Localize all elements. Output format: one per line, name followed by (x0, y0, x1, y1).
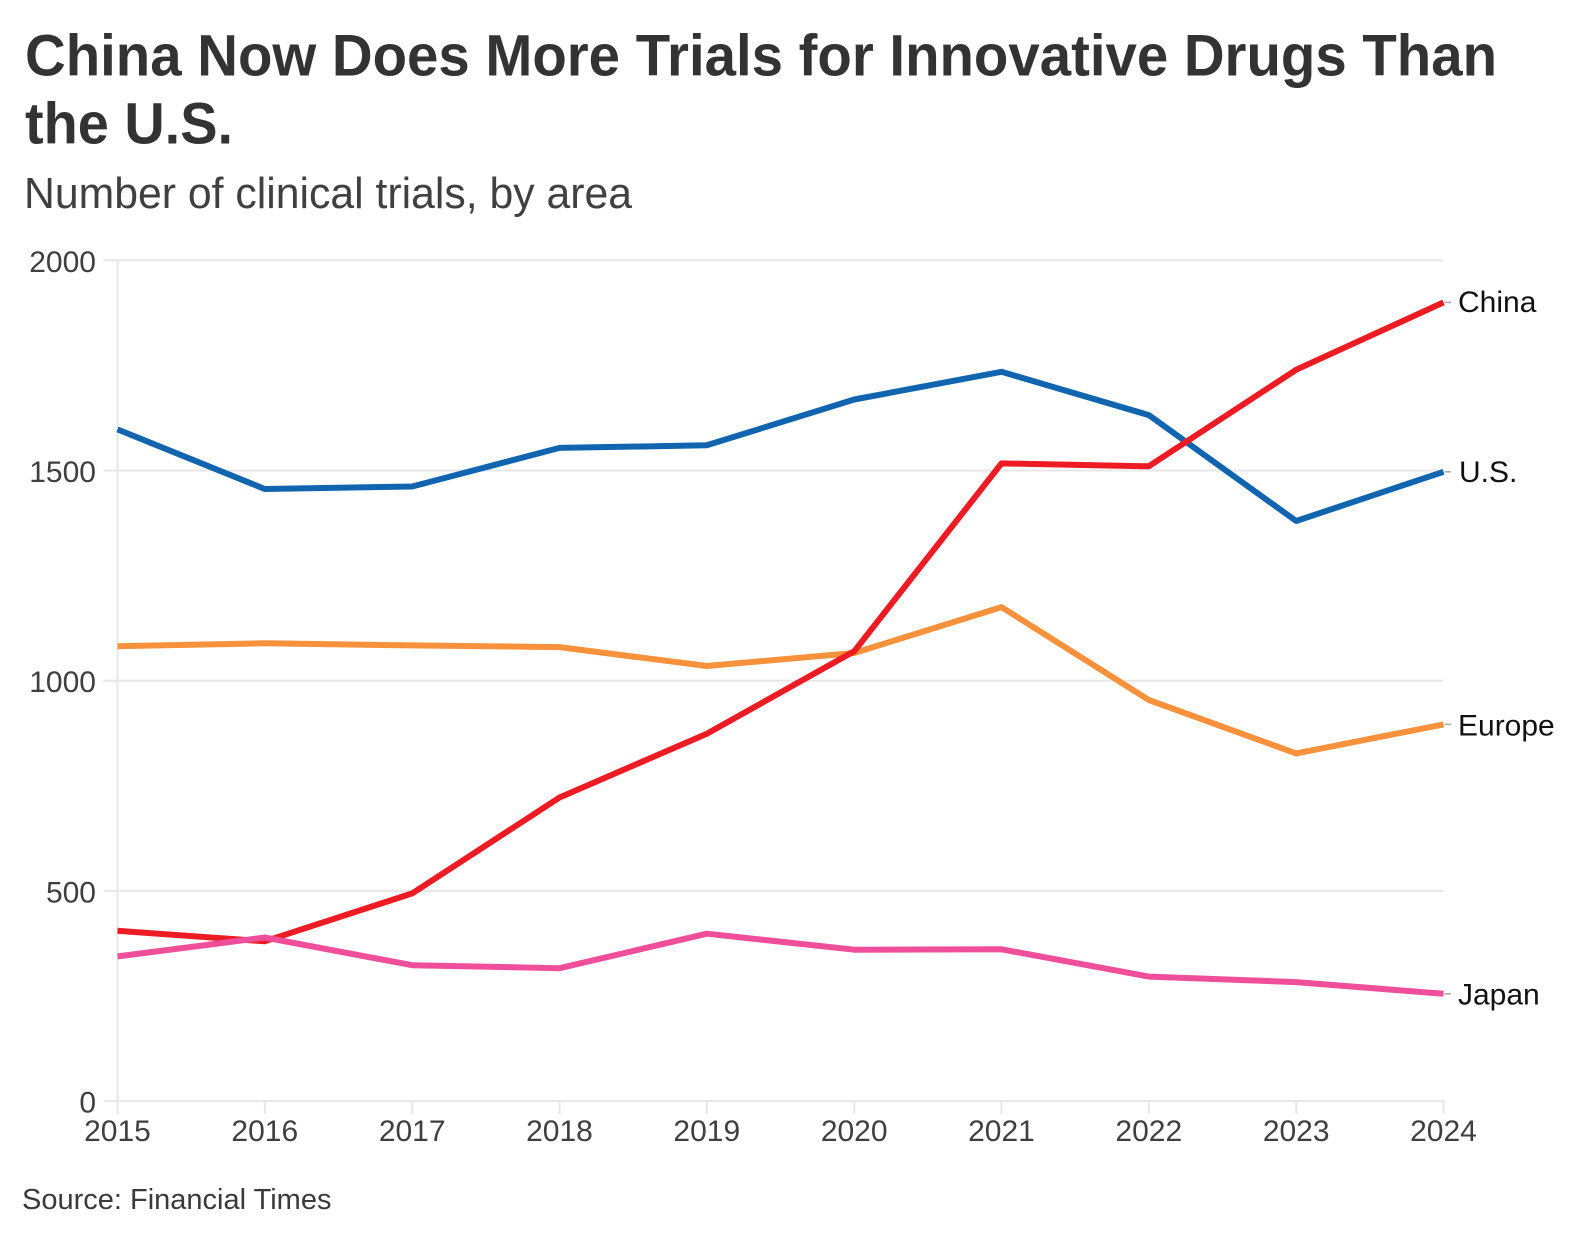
svg-text:2022: 2022 (1115, 1115, 1182, 1148)
svg-text:2015: 2015 (84, 1115, 151, 1148)
svg-text:2021: 2021 (968, 1115, 1035, 1148)
svg-text:U.S.: U.S. (1459, 456, 1517, 489)
svg-text:2023: 2023 (1263, 1115, 1330, 1148)
svg-text:2018: 2018 (526, 1115, 593, 1148)
svg-text:2020: 2020 (821, 1115, 888, 1148)
svg-text:2019: 2019 (673, 1115, 740, 1148)
svg-text:1000: 1000 (29, 666, 96, 699)
svg-text:Europe: Europe (1458, 709, 1555, 742)
svg-text:Source: Financial Times: Source: Financial Times (22, 1184, 331, 1216)
svg-text:China: China (1458, 286, 1537, 319)
svg-text:China Now Does More Trials for: China Now Does More Trials for Innovativ… (25, 23, 1497, 88)
svg-text:the U.S.: the U.S. (25, 91, 233, 156)
svg-text:1500: 1500 (29, 456, 96, 489)
svg-text:Japan: Japan (1458, 979, 1540, 1012)
svg-text:2017: 2017 (379, 1115, 446, 1148)
svg-text:2024: 2024 (1410, 1115, 1477, 1148)
svg-text:500: 500 (46, 876, 96, 909)
svg-text:2000: 2000 (29, 246, 96, 279)
svg-text:0: 0 (79, 1087, 96, 1120)
svg-text:2016: 2016 (231, 1115, 298, 1148)
svg-text:Number of clinical trials, by: Number of clinical trials, by area (24, 169, 633, 218)
